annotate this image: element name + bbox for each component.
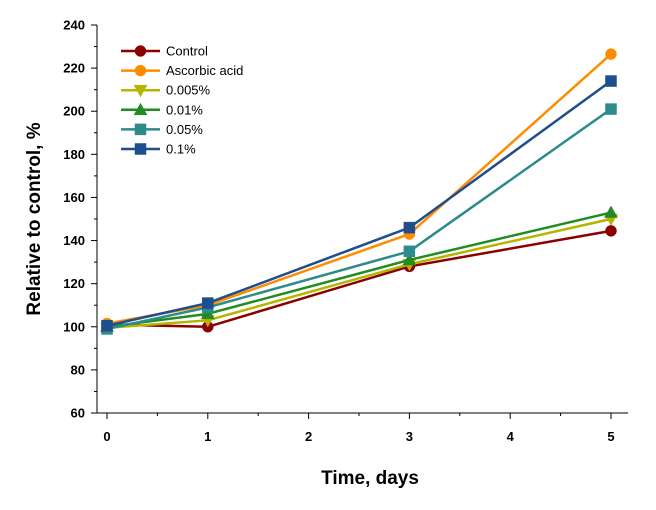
data-point: [605, 225, 617, 237]
data-point: [202, 297, 214, 309]
y-tick-label: 220: [63, 61, 85, 76]
legend-marker: [134, 45, 147, 57]
legend-item: Ascorbic acid: [121, 63, 243, 78]
y-tick-label: 240: [63, 18, 85, 33]
series-line: [106, 211, 612, 329]
legend-marker: [133, 102, 148, 116]
y-axis: 60 80 100 120 140 160 180 200 220 240: [63, 18, 97, 421]
x-tick-label: 4: [507, 429, 515, 444]
legend-marker: [134, 143, 147, 155]
legend-marker: [134, 123, 147, 136]
x-tick-label: 0: [103, 429, 110, 444]
x-tick-label: 1: [204, 429, 211, 444]
x-tick-label: 5: [607, 429, 614, 444]
legend-item: 0.005%: [121, 83, 211, 98]
y-tick-label: 60: [71, 406, 85, 421]
legend-marker: [134, 64, 147, 77]
data-point: [605, 48, 617, 60]
data-point: [403, 221, 416, 234]
legend-item: 0.01%: [121, 102, 203, 117]
legend-label: Ascorbic acid: [166, 63, 243, 78]
series-line: [106, 80, 612, 327]
y-tick-label: 140: [63, 233, 85, 248]
legend: Control Ascorbic acid 0.005% 0.01% 0.05% 0.1%: [121, 44, 243, 157]
y-tick-label: 180: [63, 147, 85, 162]
legend-label: Control: [166, 44, 208, 59]
legend-marker: [133, 84, 148, 98]
x-axis: 0 1 2 3 4 5: [103, 413, 615, 444]
x-tick-label: 2: [305, 429, 312, 444]
y-tick-label: 100: [63, 319, 85, 334]
y-tick-label: 80: [71, 362, 85, 377]
series-line: [106, 229, 612, 329]
series-0-05: [101, 103, 617, 335]
series-0-1: [101, 75, 617, 332]
data-point: [605, 103, 617, 115]
x-axis-title: Time, days: [321, 468, 419, 489]
legend-label: 0.1%: [166, 142, 196, 157]
legend-label: 0.01%: [166, 102, 203, 117]
series-line: [106, 108, 612, 331]
data-point: [402, 252, 417, 266]
series-line: [106, 217, 612, 330]
y-tick-label: 200: [63, 104, 85, 119]
legend-item: Control: [121, 44, 208, 59]
series-layer: [100, 48, 618, 335]
data-point: [605, 75, 617, 87]
data-point: [604, 205, 618, 218]
data-point: [403, 245, 416, 258]
y-tick-label: 160: [63, 190, 85, 205]
legend-label: 0.005%: [166, 83, 211, 98]
legend-label: 0.05%: [166, 122, 203, 137]
legend-item: 0.1%: [121, 142, 196, 157]
data-point: [101, 319, 113, 332]
y-tick-label: 120: [63, 276, 85, 291]
legend-item: 0.05%: [121, 122, 203, 137]
x-tick-label: 3: [406, 429, 413, 444]
y-axis-title: Relative to control, %: [24, 122, 45, 315]
